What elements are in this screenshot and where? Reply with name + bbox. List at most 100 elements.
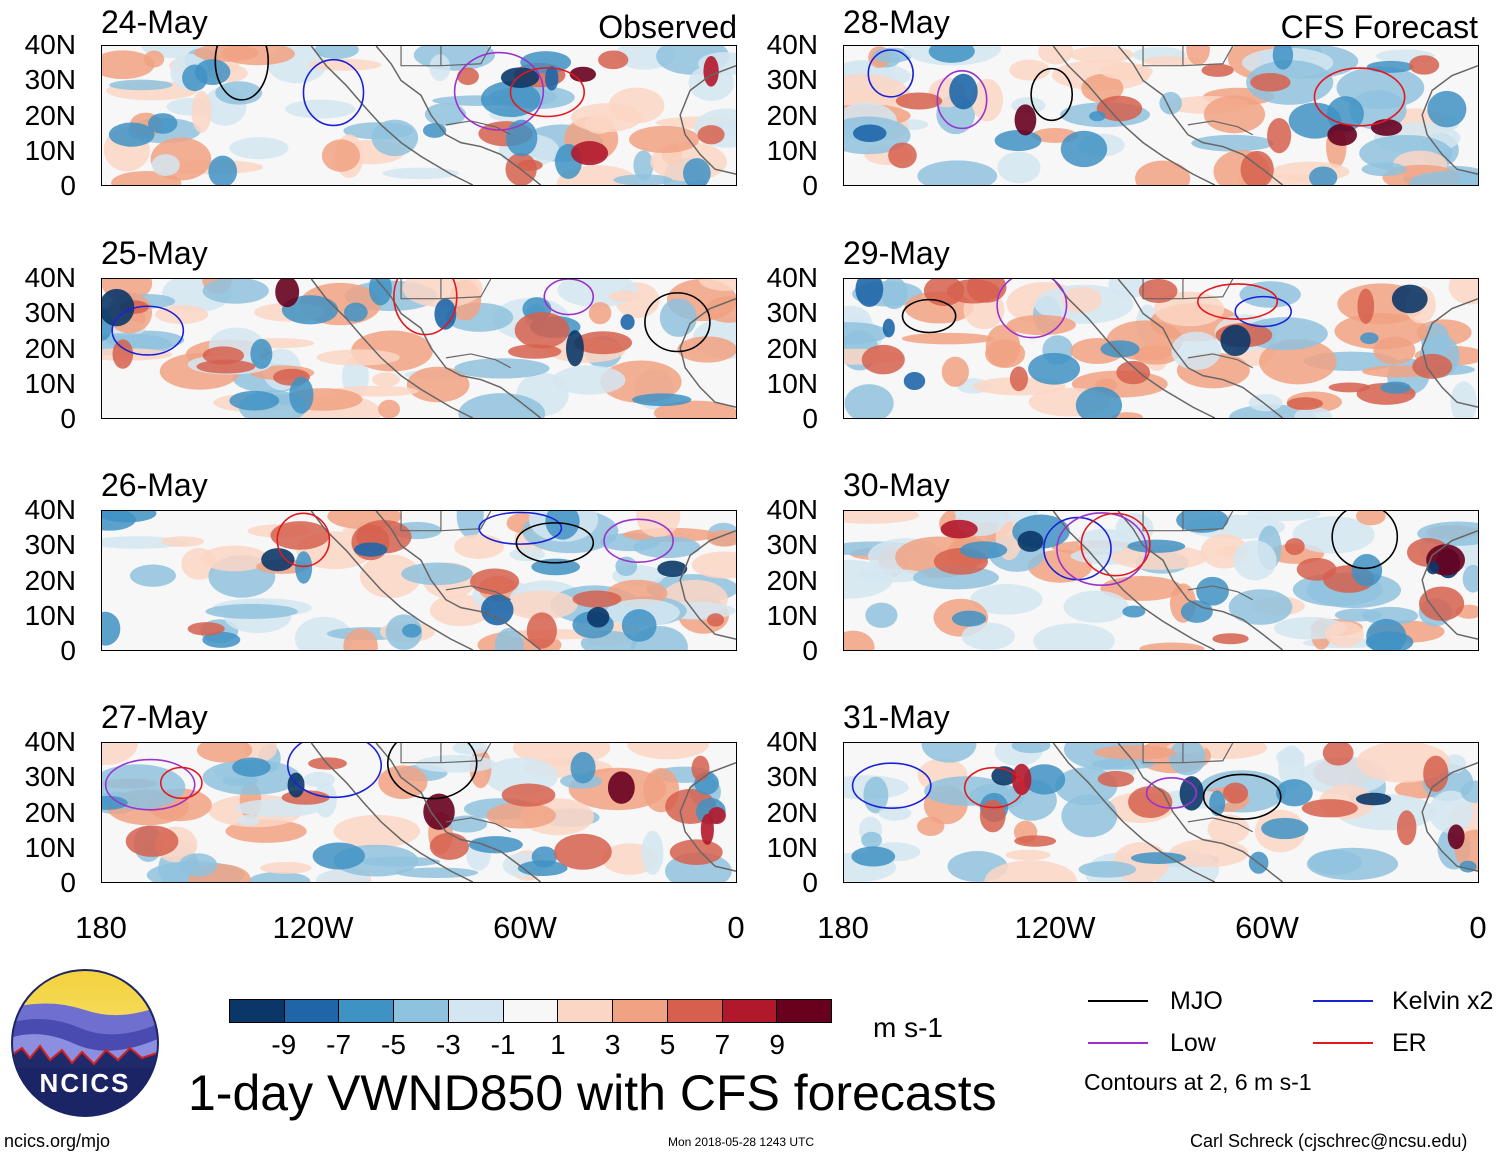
y-tick-20n-left-row1: 20N [24, 99, 76, 131]
x-tick-120w-left: 120W [272, 910, 354, 945]
y-tick-10n-left-row2: 10N [24, 367, 76, 399]
colorbar-swatch-8 [667, 1000, 723, 1022]
y-tick-10n-left-row4: 10N [24, 831, 76, 863]
colorbar-units: m s-1 [873, 1012, 943, 1043]
y-tick-0-left-row1: 0 [60, 170, 76, 201]
map-panel-27-may [101, 742, 737, 883]
y-tick-10n-left-row1: 10N [24, 134, 76, 166]
legend-note: Contours at 2, 6 m s-1 [1084, 1069, 1312, 1095]
colorbar-label-8: 7 [714, 1029, 731, 1060]
panel-date-29-may: 29-May [843, 235, 950, 271]
y-tick-20n-right-row3: 20N [766, 564, 818, 596]
legend-line-low [1088, 1042, 1148, 1044]
colorbar-swatch-6 [558, 1000, 614, 1022]
y-tick-20n-right-row1: 20N [766, 99, 818, 131]
colorbar-swatch-3 [394, 1000, 449, 1022]
y-tick-30n-left-row4: 30N [24, 761, 76, 793]
colorbar-label-6: 3 [604, 1029, 621, 1060]
y-tick-20n-right-row4: 20N [766, 796, 818, 828]
legend-label-er: ER [1392, 1029, 1427, 1057]
map-panel-28-may [843, 45, 1479, 186]
logo-text: NCICS [39, 1068, 131, 1098]
y-tick-0-right-row4: 0 [802, 867, 818, 898]
colorbar-label-0: -9 [271, 1029, 297, 1060]
panel-date-28-may: 28-May [843, 4, 950, 40]
y-tick-40n-right-row2: 40N [766, 262, 818, 293]
colorbar-label-2: -5 [381, 1029, 406, 1060]
y-tick-20n-right-row2: 20N [766, 332, 818, 364]
colorbar-swatch-4 [448, 1000, 504, 1022]
colorbar-label-1: -7 [326, 1029, 352, 1060]
y-tick-30n-left-row1: 30N [24, 64, 76, 96]
y-tick-40n-left-row1: 40N [24, 29, 76, 60]
map-panel-25-may [101, 278, 737, 419]
ncics-logo-icon [11, 969, 159, 1117]
colorbar-label-7: 5 [659, 1029, 676, 1060]
legend-line-mjo [1088, 1000, 1148, 1002]
y-tick-0-left-row4: 0 [60, 867, 76, 898]
legend-label-mjo: MJO [1170, 987, 1223, 1015]
observed-label: Observed [598, 9, 737, 45]
y-tick-30n-left-row2: 30N [24, 297, 76, 329]
map-panel-24-may [101, 45, 737, 186]
footer-timestamp: Mon 2018-05-28 1243 UTC [668, 1135, 815, 1149]
figure-title: 1-day VWND850 with CFS forecasts [188, 1065, 997, 1121]
panel-date-25-may: 25-May [101, 235, 208, 271]
y-tick-10n-right-row3: 10N [766, 599, 818, 631]
y-tick-40n-left-row2: 40N [24, 262, 76, 293]
y-tick-30n-right-row3: 30N [766, 529, 818, 561]
y-tick-0-left-row3: 0 [60, 635, 76, 666]
footer-url[interactable]: ncics.org/mjo [4, 1131, 111, 1151]
panel-date-27-may: 27-May [101, 699, 208, 735]
panel-date-31-may: 31-May [843, 699, 950, 735]
y-tick-30n-right-row2: 30N [766, 297, 818, 329]
y-tick-30n-right-row4: 30N [766, 761, 818, 793]
y-tick-40n-left-row4: 40N [24, 726, 76, 757]
colorbar-swatch-10 [777, 1000, 832, 1022]
y-tick-10n-left-row3: 10N [24, 599, 76, 631]
x-tick-0-right: 0 [1469, 910, 1487, 945]
y-tick-0-right-row1: 0 [802, 170, 818, 201]
y-tick-40n-right-row3: 40N [766, 494, 818, 525]
colorbar-swatch-7 [613, 1000, 668, 1022]
colorbar-swatch-0 [230, 1000, 285, 1022]
x-tick-60w-left: 60W [493, 910, 557, 945]
y-tick-30n-right-row1: 30N [766, 64, 818, 96]
map-panel-26-may [101, 510, 737, 651]
x-tick-180-left: 180 [75, 910, 127, 945]
x-tick-60w-right: 60W [1235, 910, 1299, 945]
panel-date-26-may: 26-May [101, 467, 208, 503]
y-tick-20n-left-row3: 20N [24, 564, 76, 596]
legend-line-kelvin [1313, 1000, 1373, 1002]
y-tick-10n-right-row2: 10N [766, 367, 818, 399]
colorbar-swatch-1 [284, 1000, 340, 1022]
x-tick-180-right: 180 [817, 910, 869, 945]
y-tick-40n-left-row3: 40N [24, 494, 76, 525]
colorbar-label-9: 9 [769, 1029, 785, 1060]
y-tick-40n-right-row4: 40N [766, 726, 818, 757]
panel-date-30-may: 30-May [843, 467, 950, 503]
legend-label-low: Low [1170, 1029, 1216, 1057]
footer-credit: Carl Schreck (cjschrec@ncsu.edu) [1190, 1131, 1468, 1151]
y-tick-20n-left-row4: 20N [24, 796, 76, 828]
y-tick-10n-right-row1: 10N [766, 134, 818, 166]
y-tick-40n-right-row1: 40N [766, 29, 818, 60]
map-panel-30-may [843, 510, 1479, 651]
map-panel-31-may [843, 742, 1479, 883]
colorbar [229, 999, 832, 1023]
y-tick-30n-left-row3: 30N [24, 529, 76, 561]
legend-line-er [1313, 1042, 1373, 1044]
y-tick-0-right-row2: 0 [802, 403, 818, 434]
colorbar-swatch-5 [503, 1000, 559, 1022]
map-panel-29-may [843, 278, 1479, 419]
colorbar-label-4: -1 [490, 1029, 516, 1060]
x-tick-0-left: 0 [727, 910, 745, 945]
legend-label-kelvin: Kelvin x2 [1392, 987, 1494, 1015]
panel-date-24-may: 24-May [101, 4, 208, 40]
y-tick-0-right-row3: 0 [802, 635, 818, 666]
ncics-logo: NCICS [10, 968, 160, 1118]
x-tick-120w-right: 120W [1014, 910, 1096, 945]
forecast-label: CFS Forecast [1280, 9, 1478, 45]
y-tick-0-left-row2: 0 [60, 403, 76, 434]
colorbar-label-3: -3 [435, 1029, 461, 1060]
